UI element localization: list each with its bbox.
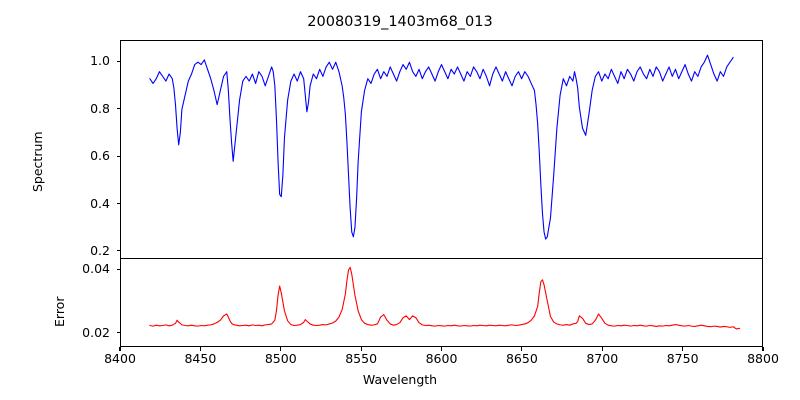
xtick-label: 8500 — [264, 351, 297, 366]
ytick-label: 0.6 — [90, 148, 110, 164]
xtick-mark — [280, 347, 282, 351]
ytick-mark — [116, 250, 120, 252]
error-line-series — [121, 259, 762, 346]
ytick-mark — [116, 332, 120, 334]
error-plot-panel — [120, 258, 763, 347]
ytick-label: 0.8 — [90, 100, 110, 116]
spectrum-plot-panel — [120, 40, 763, 258]
xtick-mark — [601, 347, 603, 351]
xtick-label: 8750 — [666, 351, 699, 366]
figure-title: 20080319_1403m68_013 — [307, 14, 493, 30]
xtick-label: 8600 — [425, 351, 458, 366]
xtick-mark — [199, 347, 201, 351]
ytick-label: 0.02 — [82, 324, 110, 340]
xtick-label: 8550 — [345, 351, 378, 366]
xtick-label: 8800 — [747, 351, 779, 366]
wavelength-axis-label: Wavelength — [362, 372, 438, 387]
ytick-label: 0.04 — [82, 261, 110, 277]
xtick-label: 8450 — [184, 351, 217, 366]
ytick-label: 0.4 — [90, 195, 110, 211]
xtick-mark — [762, 347, 764, 351]
spectrum-axis-label: Spectrum — [30, 131, 45, 192]
xtick-mark — [360, 347, 362, 351]
ytick-mark — [116, 108, 120, 110]
ytick-mark — [116, 155, 120, 157]
ytick-label: 1.0 — [90, 53, 110, 69]
xtick-label: 8400 — [104, 351, 136, 366]
xtick-mark — [440, 347, 443, 351]
xtick-label: 8700 — [586, 351, 619, 366]
xtick-mark — [682, 347, 684, 351]
xtick-mark — [521, 347, 523, 351]
ytick-mark — [116, 268, 120, 270]
ytick-mark — [116, 60, 120, 62]
ytick-label: 0.2 — [90, 242, 110, 258]
xtick-label: 8650 — [505, 351, 538, 366]
spectrum-line-series — [121, 41, 762, 258]
ytick-mark — [116, 202, 120, 205]
error-axis-label: Error — [52, 296, 67, 327]
xtick-mark — [119, 347, 121, 351]
